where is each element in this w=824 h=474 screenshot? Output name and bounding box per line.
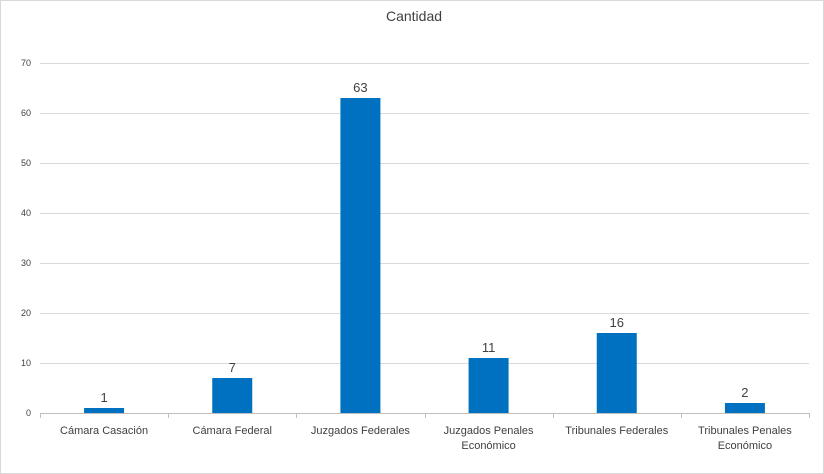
data-label: 63	[353, 80, 367, 95]
y-axis-ticks: 0 10 20 30 40 50 60 70	[21, 58, 31, 418]
x-tick-label: Cámara Federal	[193, 425, 272, 437]
data-label: 2	[741, 385, 748, 400]
data-labels: 1 7 63 11 16 2	[100, 80, 748, 405]
data-label: 11	[482, 340, 496, 355]
bar	[724, 403, 765, 413]
gridlines	[40, 63, 810, 418]
data-label: 16	[610, 315, 624, 330]
bar	[468, 358, 509, 413]
y-tick-label: 50	[21, 158, 31, 168]
bars	[84, 98, 765, 413]
y-tick-label: 40	[21, 208, 31, 218]
x-axis-ticks: Cámara Casación Cámara Federal Juzgados Fe…	[60, 425, 792, 452]
x-tick-label: Cámara Casación	[60, 425, 148, 437]
bar	[84, 408, 125, 413]
x-tick-label: Juzgados Penales Económico	[444, 425, 534, 452]
bar	[340, 98, 381, 413]
data-label: 1	[100, 390, 107, 405]
y-tick-label: 20	[21, 308, 31, 318]
bar	[596, 333, 637, 413]
bar	[212, 378, 253, 413]
chart-title: Cantidad	[386, 8, 442, 24]
y-tick-label: 10	[21, 358, 31, 368]
y-tick-label: 60	[21, 108, 31, 118]
x-tick-label: Tribunales Penales Económico	[698, 425, 792, 452]
y-tick-label: 0	[26, 408, 31, 418]
data-label: 7	[229, 360, 236, 375]
x-tick-label: Juzgados Federales	[311, 425, 411, 437]
y-tick-label: 70	[21, 58, 31, 68]
x-tick-label: Tribunales Federales	[565, 425, 668, 437]
y-tick-label: 30	[21, 258, 31, 268]
